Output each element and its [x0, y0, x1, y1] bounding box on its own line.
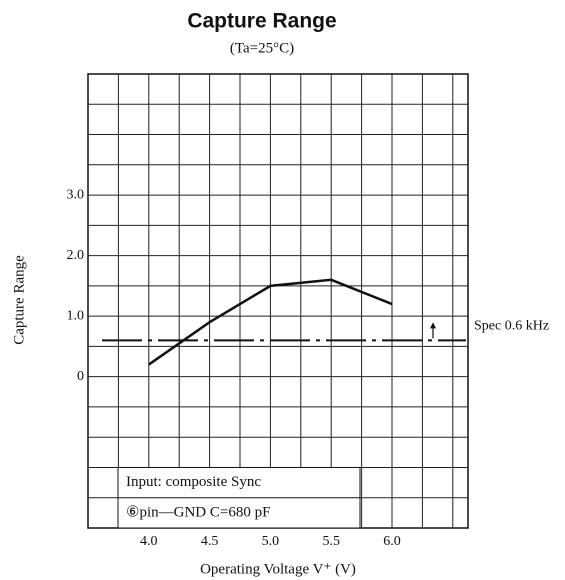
- x-tick-label: 4.0: [140, 534, 158, 549]
- y-axis-label: Capture Range: [11, 255, 27, 345]
- x-tick-label: 5.5: [322, 534, 340, 549]
- annotation-text: ⑥pin—GND C=680 pF: [126, 504, 270, 520]
- spec-arrow-head: [430, 322, 436, 329]
- plot-frame: [87, 73, 469, 529]
- x-tick-label: 4.5: [201, 534, 219, 549]
- annotation-text: Input: composite Sync: [126, 474, 261, 490]
- x-tick-label: 5.0: [262, 534, 280, 549]
- y-tick-label: 2.0: [67, 248, 85, 263]
- chart-title: Capture Range: [187, 10, 336, 33]
- y-tick-label: 0: [77, 369, 84, 384]
- data-line: [148, 278, 393, 366]
- spec-label: Spec 0.6 kHz: [474, 319, 549, 334]
- chart-subtitle: (Ta=25°C): [230, 40, 294, 56]
- x-axis-label: Operating Voltage V⁺ (V): [200, 561, 356, 577]
- y-tick-label: 1.0: [67, 308, 85, 323]
- x-tick-label: 6.0: [383, 534, 401, 549]
- y-tick-label: 3.0: [67, 187, 85, 202]
